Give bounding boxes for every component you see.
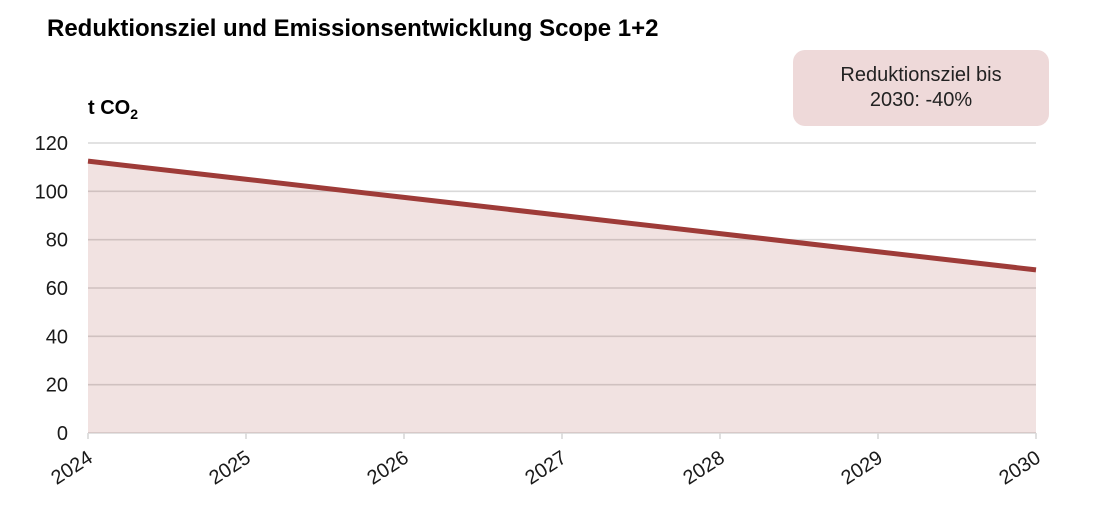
emissions-line xyxy=(87,158,1037,273)
y-tick-label: 60 xyxy=(46,278,68,300)
x-tick-label: 2027 xyxy=(521,447,570,490)
annotation-line-1: Reduktionsziel bis xyxy=(840,64,1002,86)
x-tick-label: 2029 xyxy=(837,447,886,490)
y-tick-label: 120 xyxy=(35,133,68,155)
y-axis-unit-text: t CO xyxy=(88,97,131,119)
chart-title: Reduktionsziel und Emissionsentwicklung … xyxy=(47,15,659,42)
emissions-area-fill xyxy=(88,161,1036,433)
x-tick-label: 2026 xyxy=(363,447,412,490)
y-axis-unit-label: t CO2 xyxy=(88,97,138,122)
y-axis-unit-subscript: 2 xyxy=(130,106,139,122)
y-tick-label: 100 xyxy=(35,181,68,203)
x-tick-label: 2028 xyxy=(679,447,728,490)
y-tick-label: 80 xyxy=(46,230,68,252)
reduction-target-annotation: Reduktionsziel bis 2030: -40% xyxy=(793,50,1049,126)
x-tick-label: 2024 xyxy=(47,447,96,490)
x-tick-label: 2030 xyxy=(995,447,1044,490)
y-tick-label: 40 xyxy=(46,326,68,348)
annotation-line-2: 2030: -40% xyxy=(869,89,973,111)
y-tick-label: 20 xyxy=(46,375,68,397)
x-tick-label: 2025 xyxy=(205,447,254,490)
y-tick-label: 0 xyxy=(57,423,68,445)
